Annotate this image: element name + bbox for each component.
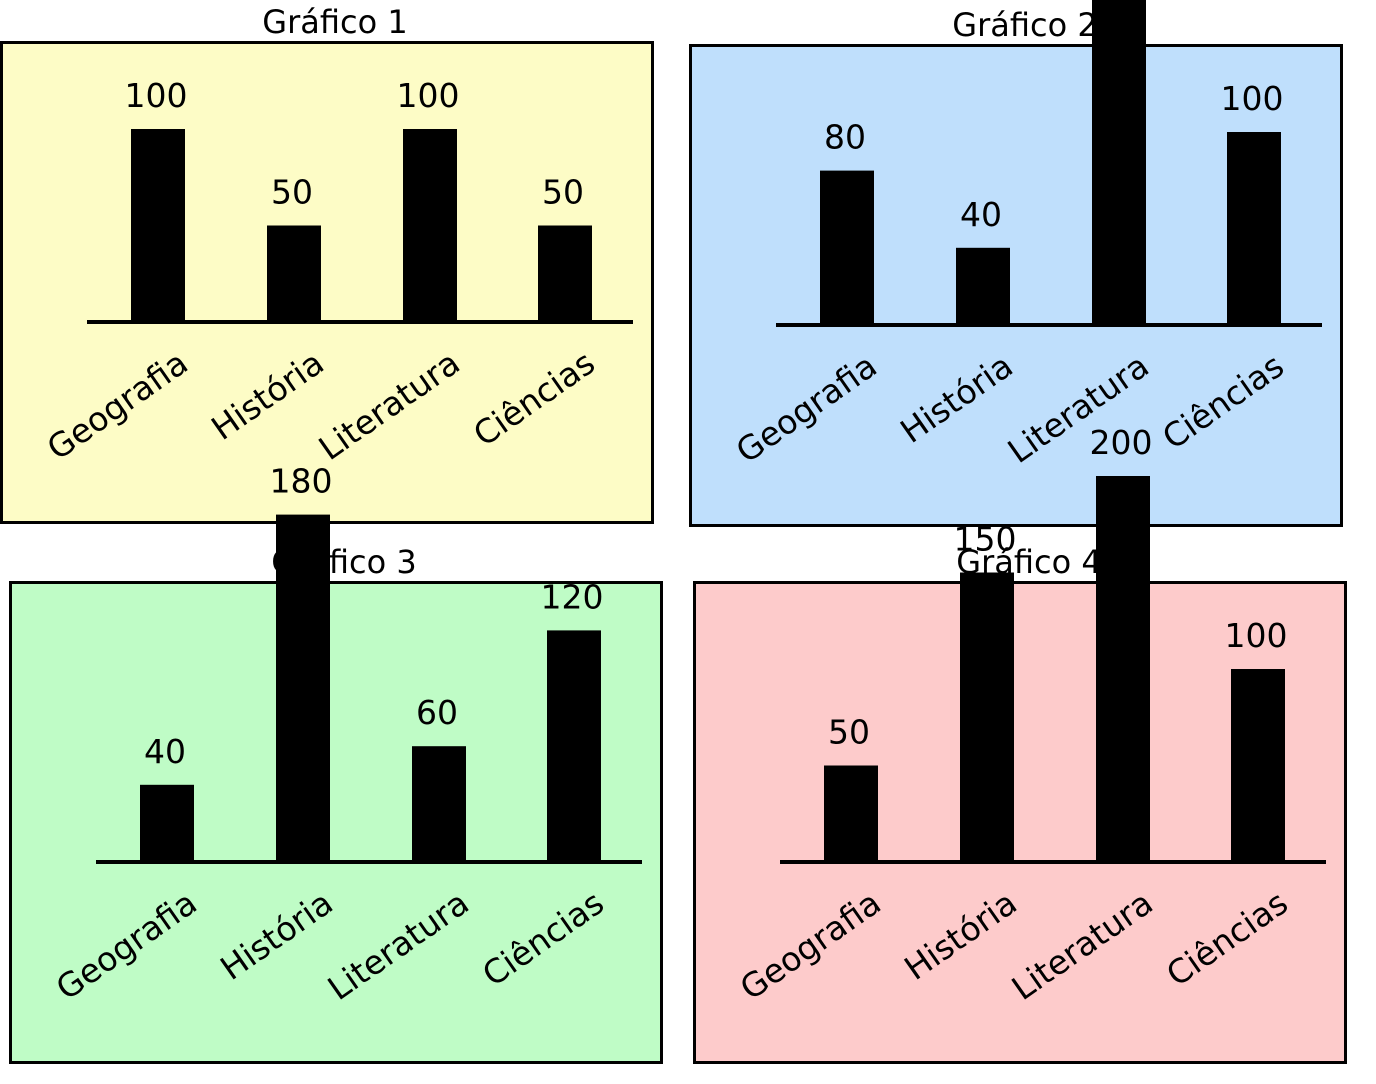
chart-2-category-label: Ciências	[1155, 346, 1291, 457]
chart-3-category-label: História	[213, 883, 340, 988]
chart-4-category-label: História	[897, 883, 1024, 988]
chart-4-frame: 50 Geografia 150 História 200 Literatura 100 Ci…	[693, 423, 1347, 1064]
chart-1-bar-ciências	[538, 225, 592, 322]
chart-1-value-label: 50	[542, 173, 584, 212]
chart-2-value-label: 80	[824, 118, 866, 157]
chart-3-bar-história	[276, 514, 330, 862]
chart-4-bar-ciências	[1231, 669, 1285, 862]
chart-2-value-label: 100	[1221, 79, 1284, 118]
chart-2-bar-ciências	[1227, 132, 1281, 325]
chart-2-bar-história	[956, 247, 1010, 325]
chart-3-category-label: Geografia	[49, 883, 204, 1008]
chart-1-category-label: Literatura	[312, 343, 467, 468]
chart-4-category-label: Ciências	[1159, 883, 1295, 994]
chart-1-frame: 100 Geografia 50 História 100 Literatura 50 Ciê…	[0, 41, 654, 524]
chart-4-svg: 50 Geografia 150 História 200 Literatura 100 Ci…	[733, 423, 1326, 1008]
chart-3-bar-ciências	[547, 630, 601, 862]
chart-3-value-label: 180	[270, 462, 333, 501]
chart-3-category-label: Ciências	[475, 883, 611, 994]
chart-1-svg: 100 Geografia 50 História 100 Literatura 50 Ciê…	[40, 76, 633, 468]
chart-1-bar-literatura	[403, 129, 457, 322]
chart-4-value-label: 150	[954, 520, 1017, 559]
chart-4-category-label: Literatura	[1005, 883, 1160, 1008]
chart-3-value-label: 120	[541, 577, 604, 616]
chart-2-title: Gráfico 2	[952, 6, 1098, 44]
chart-1-category-label: Ciências	[466, 343, 602, 454]
chart-1-bar-geografia	[131, 129, 185, 322]
chart-3-bar-literatura	[412, 746, 466, 862]
chart-3-value-label: 60	[416, 693, 458, 732]
chart-4-value-label: 200	[1090, 423, 1153, 462]
chart-2-svg: 80Geografia40História180Literatura100Ciê…	[729, 0, 1322, 471]
chart-1-value-label: 100	[125, 76, 188, 115]
chart-2-value-label: 40	[960, 195, 1002, 234]
chart-1-value-label: 50	[271, 173, 313, 212]
chart-1-category-label: Geografia	[40, 343, 195, 468]
chart-4-bar-história	[960, 572, 1014, 862]
chart-1-category-label: História	[204, 343, 331, 448]
chart-2-frame: 80Geografia40História180Literatura100Ciê…	[689, 0, 1343, 527]
chart-3-frame: 40 Geografia 180 História 60 Literatura 120 Ciê…	[9, 462, 663, 1064]
chart-1-title: Gráfico 1	[262, 3, 408, 41]
chart-3-svg: 40 Geografia 180 História 60 Literatura 120 Ciê…	[49, 462, 642, 1008]
chart-4-category-label: Geografia	[733, 883, 888, 1008]
chart-4-value-label: 50	[828, 713, 870, 752]
chart-2-bar-geografia	[820, 170, 874, 325]
chart-1-bar-história	[267, 225, 321, 322]
chart-1-value-label: 100	[397, 76, 460, 115]
chart-4-value-label: 100	[1225, 616, 1288, 655]
chart-2-category-label: História	[893, 346, 1020, 451]
chart-3-bar-geografia	[140, 784, 194, 862]
chart-4-bar-geografia	[824, 765, 878, 862]
chart-4-bar-literatura	[1096, 476, 1150, 862]
chart-2-category-label: Geografia	[729, 346, 884, 471]
chart-3-value-label: 40	[144, 732, 186, 771]
chart-2-bar-literatura	[1092, 0, 1146, 325]
chart-3-category-label: Literatura	[321, 883, 476, 1008]
